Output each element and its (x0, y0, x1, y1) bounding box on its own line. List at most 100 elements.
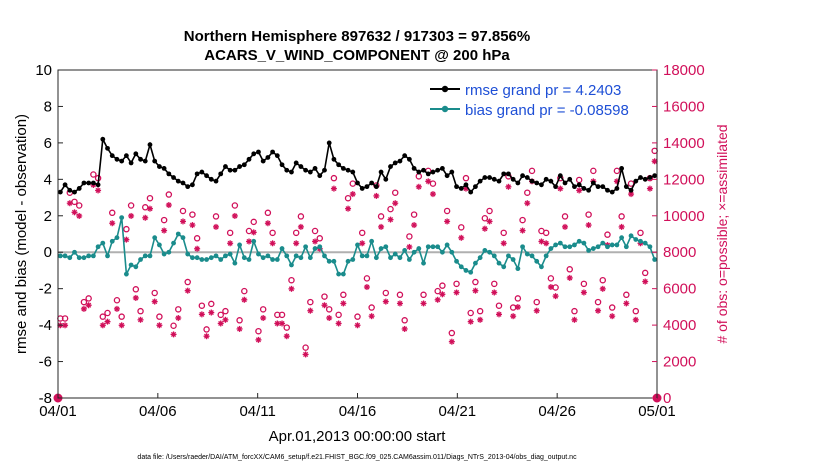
obs-possible-point (608, 304, 616, 311)
rmse-point (105, 145, 110, 151)
obs-assimilated-point (326, 315, 333, 321)
bias-point (190, 255, 195, 261)
rmse-point (199, 169, 205, 175)
obs-assimilated-point (458, 234, 465, 241)
rmse-point (86, 180, 92, 186)
bias-point (444, 242, 450, 248)
rmse-point (468, 189, 474, 195)
rmse-point (388, 164, 393, 169)
asterisk-stroke (576, 187, 582, 194)
rmse-point (166, 171, 172, 177)
asterisk-stroke (284, 333, 290, 339)
obs-assimilated-point (146, 205, 153, 212)
obs-possible-point (632, 307, 640, 315)
rmse-point (213, 178, 219, 184)
bias-point (317, 244, 323, 250)
bias-point (557, 240, 563, 246)
chart-title-line1: Northern Hemisphere 897632 / 917303 = 97… (184, 28, 530, 45)
bias-point (548, 246, 554, 251)
asterisk-stroke (67, 200, 73, 206)
obs-assimilated-point (595, 307, 602, 314)
rmse-point (289, 169, 294, 175)
asterisk-stroke (402, 326, 408, 332)
rmse-point (576, 182, 582, 188)
rmse-point (506, 171, 511, 177)
rmse-point (482, 175, 488, 180)
bias-point (369, 238, 375, 244)
rmse-point (128, 160, 134, 166)
bias-point (628, 233, 634, 239)
asterisk-stroke (270, 240, 276, 246)
obs-possible-point (486, 207, 493, 215)
obs-assimilated-point (222, 316, 229, 323)
asterisk-stroke (373, 193, 379, 199)
obs-possible-point (80, 298, 88, 306)
obs-possible-point (222, 307, 229, 315)
obs-assimilated-point (241, 296, 248, 303)
obs-possible-point (250, 218, 257, 226)
y-left-tick-label: -6 (39, 354, 52, 371)
obs-possible-point (377, 213, 385, 220)
asterisk-stroke (435, 297, 441, 303)
asterisk-stroke (543, 240, 549, 246)
y-right-tick-label: 8000 (663, 244, 696, 261)
bias-point (326, 258, 332, 264)
bias-point (562, 244, 568, 250)
obs-assimilated-point (543, 240, 550, 247)
obs-assimilated-point (599, 285, 606, 292)
bias-point (623, 244, 629, 250)
obs-assimilated-point (562, 223, 569, 230)
obs-possible-point (604, 231, 611, 238)
x-tick-label: 04/11 (239, 403, 275, 420)
obs-assimilated-point (194, 245, 201, 252)
obs-possible-point (61, 315, 69, 322)
bias-point (576, 238, 582, 244)
rmse-point (133, 151, 139, 157)
y-right-tick-label: 2000 (663, 354, 696, 371)
bias-point (303, 244, 309, 250)
asterisk-stroke (336, 320, 342, 327)
bias-point (614, 242, 620, 248)
bias-point (274, 257, 280, 262)
asterisk-stroke (194, 246, 200, 252)
rmse-point (477, 178, 483, 184)
rmse-point (62, 182, 68, 188)
asterisk-stroke (501, 240, 507, 246)
rmse-point (336, 162, 342, 168)
rmse-point (623, 184, 629, 190)
rmse-point (171, 175, 176, 180)
obs-possible-point (208, 300, 215, 308)
rmse-point (638, 175, 643, 180)
obs-possible-point (146, 194, 154, 202)
obs-possible-point (500, 229, 507, 237)
obs-assimilated-point (264, 220, 271, 227)
bias-point (194, 255, 200, 261)
bias-point (421, 260, 426, 266)
asterisk-stroke (161, 227, 167, 234)
asterisk-stroke (524, 200, 530, 206)
bias-point (109, 238, 115, 244)
obs-possible-point (302, 344, 309, 351)
bias-point (506, 253, 511, 259)
bias-point (180, 235, 186, 241)
asterisk-stroke (227, 240, 233, 246)
asterisk-stroke (213, 224, 219, 230)
bias-point (491, 253, 497, 259)
rmse-point (326, 140, 332, 146)
obs-assimilated-point (349, 191, 356, 198)
rmse-point (232, 167, 238, 173)
asterisk-stroke (392, 200, 398, 206)
obs-assimilated-point (623, 300, 630, 307)
legend-bias-label: bias grand pr = -0.08598 (465, 102, 629, 119)
rmse-point (223, 164, 228, 169)
y-right-tick-label: 16000 (663, 98, 705, 115)
obs-possible-point (533, 298, 540, 306)
asterisk-stroke (279, 320, 285, 327)
bias-point (232, 260, 238, 266)
obs-assimilated-point (250, 229, 257, 236)
bias-point (496, 260, 502, 266)
asterisk-stroke (303, 351, 309, 358)
asterisk-stroke (642, 278, 648, 285)
bias-point (553, 242, 558, 248)
obs-possible-point (259, 306, 267, 313)
